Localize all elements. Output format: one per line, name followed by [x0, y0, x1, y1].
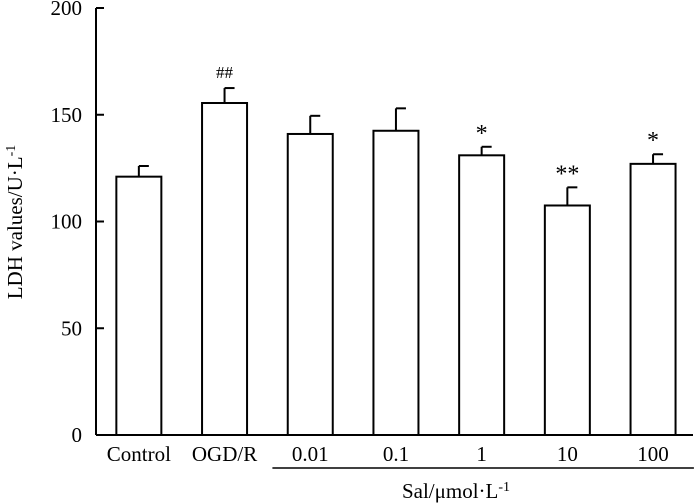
x-tick-label: 0.1 — [383, 442, 409, 466]
x-tick-label: Control — [107, 442, 171, 466]
bars — [115, 87, 677, 436]
bar — [201, 102, 249, 436]
x-tick-label: 100 — [637, 442, 669, 466]
x-tick-label: OGD/R — [192, 442, 257, 466]
bar — [629, 162, 677, 436]
group-label: Sal/μmol·L-1 — [402, 479, 510, 503]
bar — [543, 204, 591, 436]
bar — [286, 132, 334, 436]
labels: 0 50 100 150 200 Control ## OGD/R 0.01 0.1 * 1 ** 10 *… — [51, 0, 669, 466]
bar — [115, 175, 163, 436]
x-tick-label: 0.01 — [292, 442, 329, 466]
x-tick-label: 1 — [476, 442, 487, 466]
y-axis-label: LDH values/U·L-1 — [3, 145, 27, 300]
significance-marker: * — [647, 128, 659, 154]
bar — [372, 129, 420, 436]
y-tick-label: 150 — [51, 103, 83, 127]
bar — [458, 154, 506, 436]
x-tick-label: 10 — [557, 442, 578, 466]
significance-marker: ## — [216, 63, 234, 82]
significance-marker: ** — [555, 161, 579, 187]
y-tick-label: 200 — [51, 0, 83, 20]
significance-marker: * — [476, 121, 488, 147]
y-tick-label: 100 — [51, 210, 83, 234]
y-tick-label: 0 — [72, 423, 83, 447]
y-tick-label: 50 — [61, 316, 82, 340]
